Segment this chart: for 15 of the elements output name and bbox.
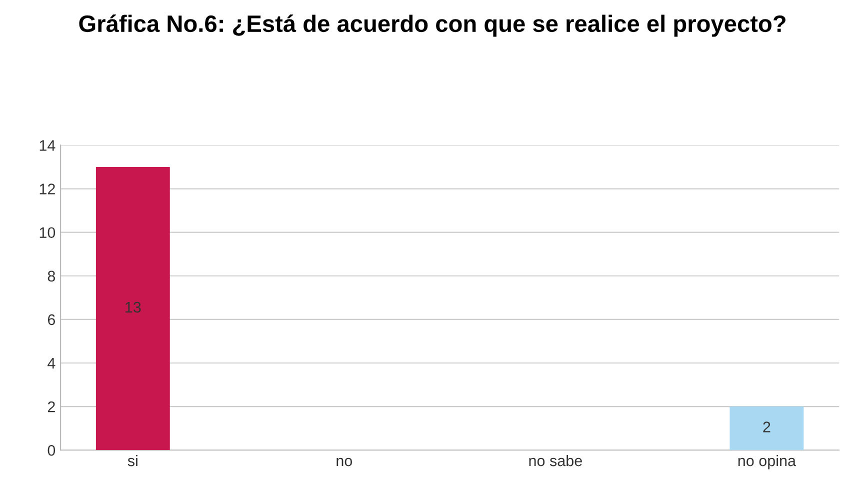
data-label: 2 [763, 422, 770, 432]
x-tick-label: no opina [738, 454, 796, 470]
y-tick-label: 14 [40, 140, 56, 151]
y-tick-label: 10 [40, 227, 56, 238]
y-tick-label: 8 [48, 270, 56, 282]
y-tick-label: 6 [48, 314, 56, 326]
y-tick-label: 2 [48, 401, 55, 412]
x-tick-label: no sabe [529, 454, 582, 466]
y-tick-label: 4 [48, 358, 56, 369]
y-tick-label: 0 [48, 444, 56, 456]
chart-title: Gráfica No.6: ¿Está de acuerdo con que se realice el proyecto? [79, 14, 786, 37]
x-tick-label: si [128, 454, 138, 466]
y-tick-label: 12 [40, 184, 55, 194]
data-label: 13 [126, 302, 141, 313]
x-tick-label: no [336, 458, 352, 466]
